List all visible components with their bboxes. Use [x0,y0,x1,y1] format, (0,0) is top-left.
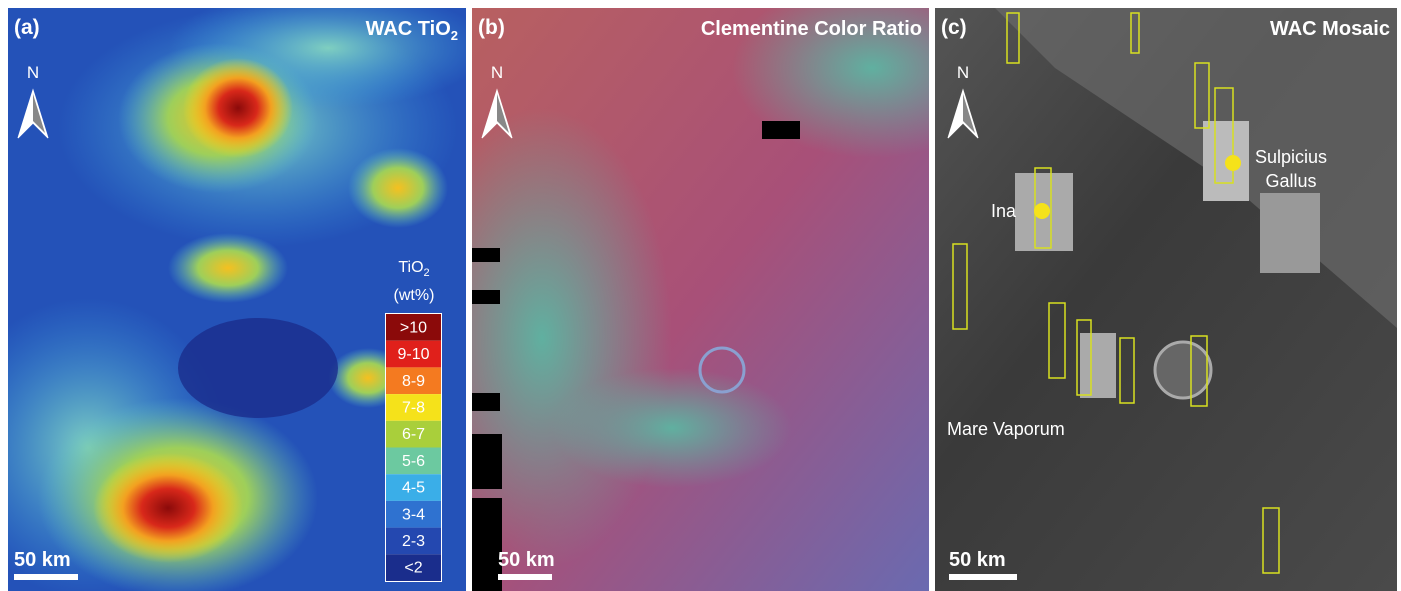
region [178,318,338,418]
legend-label: 2-3 [402,533,425,550]
annotation-line: Gallus [1265,171,1316,191]
site-marker [1225,155,1241,171]
legend-label: 9-10 [397,346,429,363]
north-label: N [491,63,503,82]
data-gap [472,248,500,262]
title-text: WAC TiO [366,18,451,40]
legend-unit: (wt%) [394,287,435,304]
site-marker [1034,203,1050,219]
legend-label: 7-8 [402,399,425,416]
region [93,453,243,563]
annotation-line: Sulpicius [1255,147,1327,167]
data-gap [472,434,502,489]
region [348,148,448,228]
region [552,368,792,488]
title-subscript: 2 [451,28,458,43]
panel-label: (c) [941,16,967,39]
legend-title-text: TiO [398,259,423,276]
north-label: N [957,63,969,82]
north-label: N [27,63,39,82]
panel-label: (a) [14,16,40,39]
legend-label: 4-5 [402,480,425,497]
crater [1155,342,1211,398]
scale-bar [14,574,78,580]
scale-label: 50 km [498,549,555,571]
scale-label: 50 km [949,549,1006,571]
panel-a: (a) WAC TiO2 N 50 km TiO2 (wt%) >109-108… [8,8,466,591]
image-footprint [1080,333,1116,398]
data-gap [472,290,500,304]
panel-title: WAC Mosaic [1270,18,1390,40]
data-gap [472,498,502,591]
panel-title: WAC TiO2 [366,18,458,43]
image-footprint [1260,193,1320,273]
panel-title: Clementine Color Ratio [701,18,922,40]
legend-label: <2 [404,560,422,577]
panel-label: (b) [478,16,505,39]
scale-bar [949,574,1017,580]
legend-label: 3-4 [402,506,425,523]
legend-title-subscript: 2 [424,267,430,279]
figure: (a) WAC TiO2 N 50 km TiO2 (wt%) >109-108… [0,0,1401,591]
legend-label: >10 [400,319,427,336]
legend-label: 5-6 [402,453,425,470]
data-gap [472,393,500,411]
annotation: Mare Vaporum [947,419,1065,439]
scale-bar [498,574,552,580]
legend-label: 6-7 [402,426,425,443]
panel-c: Ina Sulpicius Gallus Mare Vaporum (c) WAC… [935,8,1397,591]
data-gap [762,121,800,139]
scale-label: 50 km [14,549,71,571]
annotation: Ina [991,201,1017,221]
region [183,58,293,158]
panel-b: (b) Clementine Color Ratio N 50 km [472,8,929,591]
legend-label: 8-9 [402,373,425,390]
region [168,233,288,303]
